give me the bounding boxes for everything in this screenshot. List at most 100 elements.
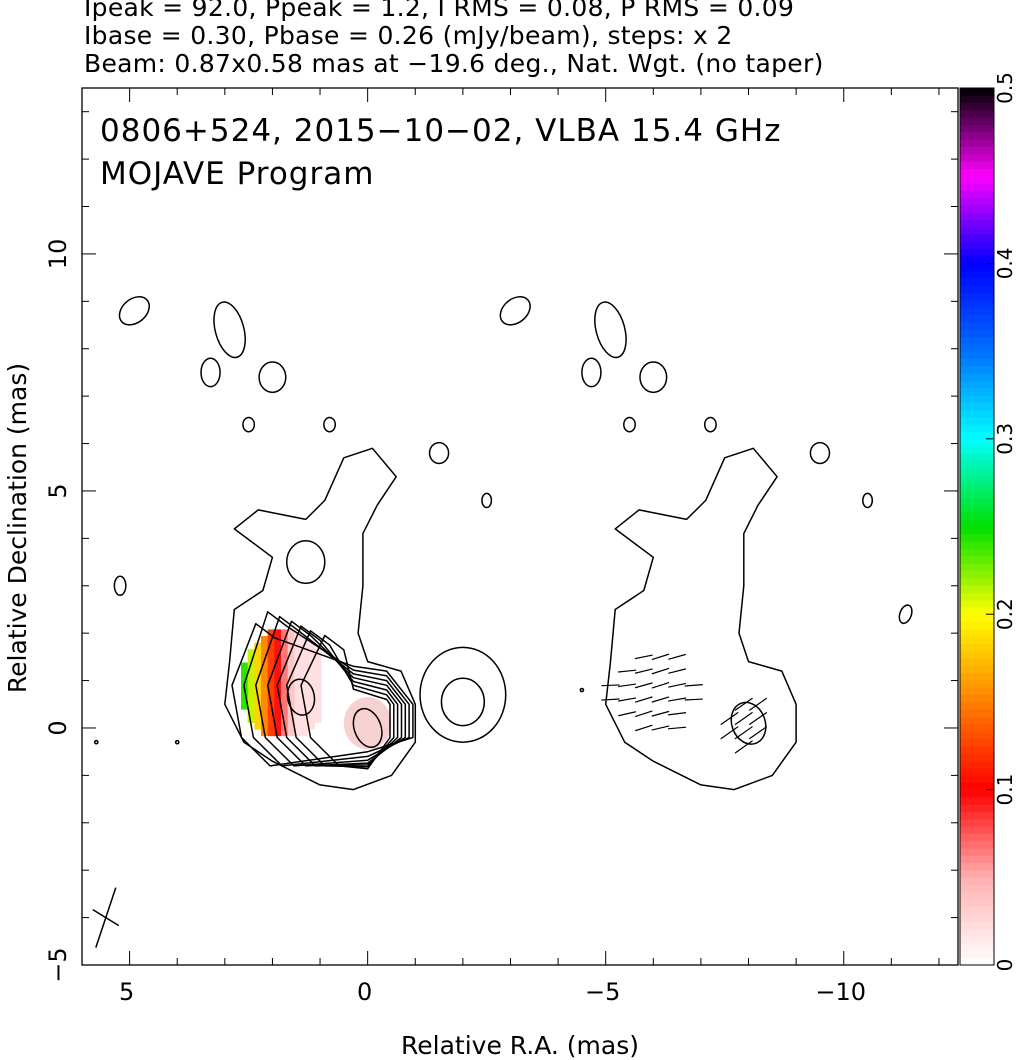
colorbar-cell <box>960 153 994 162</box>
polarization-pixel <box>274 728 282 737</box>
evpa-stick <box>748 726 768 740</box>
colorbar-cell <box>960 672 994 681</box>
colorbar-tick-label: 0.5 <box>993 72 1017 104</box>
evpa-stick <box>634 682 653 689</box>
contour-dot <box>93 739 99 745</box>
evpa-stick <box>651 725 670 731</box>
evpa-stick <box>734 726 753 740</box>
contour-isolated-right <box>703 416 717 433</box>
evpa-stick <box>651 653 670 661</box>
x-tick-label: −10 <box>815 978 866 1006</box>
polarization-pixel <box>294 728 302 737</box>
evpa-stick <box>748 711 768 726</box>
polarization-pixel <box>254 722 262 730</box>
colorbar-cell <box>960 774 994 783</box>
colorbar-cell <box>960 307 994 316</box>
polarization-pixel <box>267 728 275 737</box>
colorbar-cell <box>960 584 994 593</box>
polarization-pixel <box>294 709 302 717</box>
colorbar-cell <box>960 950 994 959</box>
colorbar-cell <box>960 263 994 272</box>
polarization-pixel <box>287 636 295 644</box>
polarization-pixel <box>261 675 269 684</box>
polarization-pixel <box>287 675 295 684</box>
contour-isolated <box>242 416 256 433</box>
polarization-pixel <box>247 649 255 657</box>
polarization-pixel <box>281 669 289 677</box>
colorbar-cell <box>960 782 994 791</box>
colorbar-cell <box>960 921 994 929</box>
colorbar-tick-label: 0.1 <box>993 774 1017 806</box>
colorbar-cell <box>960 88 994 96</box>
contour-isolated-right <box>623 416 636 433</box>
colorbar-cell <box>960 884 994 893</box>
polarization-pixel <box>241 669 249 677</box>
colorbar-cell <box>960 504 994 513</box>
contour-isolated-right <box>809 441 831 465</box>
colorbar-cell <box>960 833 994 842</box>
evpa-stick <box>634 668 653 674</box>
evpa-stick <box>748 697 768 711</box>
polarization-pixel <box>254 669 262 677</box>
evpa-stick <box>668 653 686 660</box>
colorbar-cell <box>960 204 994 213</box>
polarization-pixel <box>261 715 269 723</box>
polarization-pixel <box>301 695 309 703</box>
colorbar-cell <box>960 570 994 579</box>
x-axis-label: Relative R.A. (mas) <box>401 1031 639 1060</box>
polarization-pixel <box>281 629 289 637</box>
evpa-stick <box>668 712 687 716</box>
polarization-pixel <box>301 655 309 664</box>
colorbar-cell <box>960 818 994 827</box>
evpa-stick <box>734 697 753 711</box>
polarization-pixel <box>247 682 255 690</box>
polarization-pixel <box>314 715 322 723</box>
polarization-pixel <box>281 655 289 664</box>
polarization-pixel <box>307 695 315 703</box>
polarization-pixel <box>301 662 309 670</box>
colorbar-cell <box>960 117 994 126</box>
polarization-pixel <box>287 642 295 650</box>
polarization-pixel <box>294 722 302 730</box>
polarization-pixel <box>267 682 275 690</box>
colorbar-cell <box>960 745 994 754</box>
polarization-pixel <box>281 715 289 723</box>
colorbar-cell <box>960 599 994 608</box>
x-tick-label: 0 <box>357 978 372 1006</box>
evpa-stick <box>668 726 687 730</box>
colorbar-cell <box>960 533 994 542</box>
contour-isolated <box>113 575 127 596</box>
plot-border <box>81 87 959 966</box>
polarization-pixel <box>241 675 249 684</box>
polarization-pixel <box>247 702 255 710</box>
contour-isolated-right <box>581 357 602 388</box>
polarization-pixel <box>307 715 315 723</box>
colorbar-cell <box>960 665 994 674</box>
colorbar-cell <box>960 511 994 520</box>
polarization-pixel <box>314 709 322 717</box>
polarization-pixel <box>287 728 295 737</box>
polarization-pixel <box>314 702 322 710</box>
colorbar-cell <box>960 716 994 725</box>
polarization-pixel <box>241 702 249 710</box>
polarization-pixel <box>241 662 249 670</box>
polarization-pixel <box>287 689 295 697</box>
colorbar-cell <box>960 409 994 418</box>
polarization-pixel <box>254 642 262 650</box>
polarization-pixel <box>314 675 322 684</box>
colorbar-cell <box>960 891 994 900</box>
plot-title: 0806+524, 2015−10−02, VLBA 15.4 GHz <box>100 113 781 149</box>
colorbar-cell <box>960 731 994 739</box>
polarization-pixel <box>281 675 289 684</box>
colorbar-cell <box>960 299 994 308</box>
colorbar-cell <box>960 256 994 264</box>
polarization-pixel <box>274 722 282 730</box>
colorbar-cell <box>960 475 994 484</box>
polarization-pixel <box>281 728 289 737</box>
evpa-stick <box>618 669 637 673</box>
contour-level-2 <box>231 622 414 767</box>
colorbar-cell <box>960 855 994 864</box>
y-tick-label: 10 <box>44 239 72 270</box>
polarization-pixel <box>267 695 275 703</box>
colorbar-cell <box>960 351 994 359</box>
